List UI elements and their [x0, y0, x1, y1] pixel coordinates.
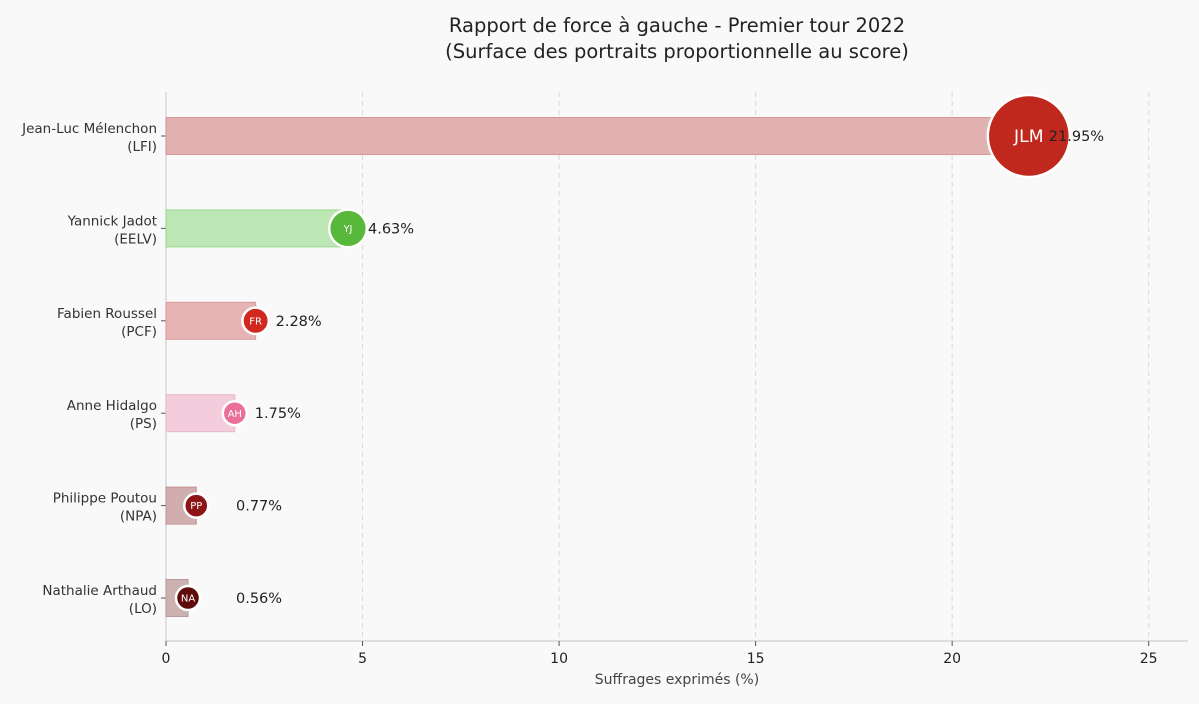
chart-title-line-2: (Surface des portraits proportionnelle a… — [445, 40, 909, 63]
bar-yj — [165, 209, 349, 248]
y-label-party: (NPA) — [120, 509, 157, 525]
portrait-initials: YJ — [342, 224, 352, 235]
y-label-party: (PCF) — [121, 324, 157, 340]
portrait-initials: PP — [190, 501, 202, 512]
y-label-party: (EELV) — [114, 231, 157, 247]
portrait-ah — [221, 399, 249, 427]
value-label: 1.75% — [255, 406, 301, 422]
y-label-name: Yannick Jadot — [67, 213, 157, 229]
portrait-pp — [183, 492, 210, 519]
x-tick-label: 0 — [162, 651, 171, 667]
value-label: 0.56% — [236, 591, 282, 607]
y-label-name: Fabien Roussel — [57, 306, 157, 322]
bar-jlm — [165, 117, 1030, 155]
y-label-party: (LO) — [129, 601, 157, 617]
bar-fr — [165, 301, 257, 340]
y-label-name: Jean-Luc Mélenchon — [21, 121, 157, 137]
portrait-yj — [327, 208, 369, 249]
portrait-initials: FR — [249, 316, 262, 327]
value-label: 0.77% — [236, 499, 282, 515]
y-label-name: Nathalie Arthaud — [42, 583, 157, 599]
x-tick-label: 10 — [550, 651, 568, 667]
chart-title-line-1: Rapport de force à gauche - Premier tour… — [449, 14, 905, 37]
value-label: 21.95% — [1049, 129, 1104, 145]
x-tick-label: 15 — [747, 651, 765, 667]
y-label-name: Anne Hidalgo — [67, 398, 157, 414]
value-label: 2.28% — [276, 314, 322, 330]
x-tick-label: 25 — [1140, 651, 1158, 667]
y-label-party: (LFI) — [127, 139, 157, 155]
x-axis-label: Suffrages exprimés (%) — [595, 672, 759, 688]
portrait-initials: NA — [181, 594, 195, 605]
x-tick-label: 5 — [358, 651, 367, 667]
portrait-initials: JLM — [1013, 127, 1043, 147]
value-label: 4.63% — [368, 221, 414, 237]
portrait-fr — [241, 306, 271, 336]
x-tick-label: 20 — [943, 651, 961, 667]
portrait-na — [174, 584, 202, 612]
portrait-initials: AH — [228, 409, 242, 420]
y-label-party: (PS) — [130, 416, 157, 432]
portrait-jlm — [986, 93, 1072, 179]
y-label-name: Philippe Poutou — [53, 491, 157, 507]
